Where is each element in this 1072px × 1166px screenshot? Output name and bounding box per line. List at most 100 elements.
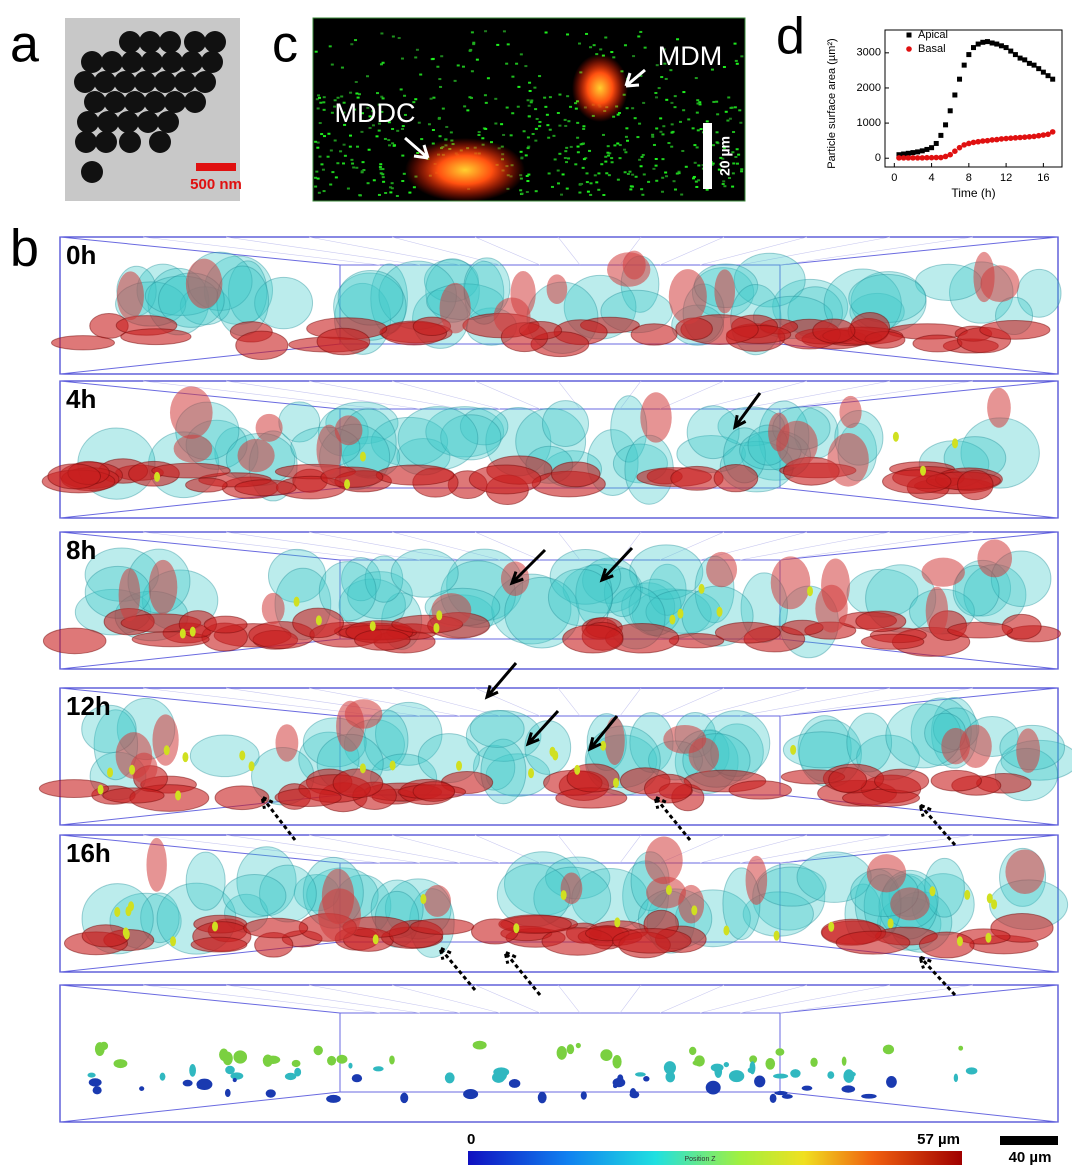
cell-blob: [510, 271, 535, 317]
green-signal: [670, 102, 673, 104]
particle-blob: [249, 761, 255, 771]
green-signal: [628, 171, 631, 173]
particle-blob: [183, 1080, 193, 1087]
green-signal: [567, 120, 570, 122]
green-signal: [398, 37, 401, 39]
green-signal: [358, 93, 361, 95]
green-signal: [350, 159, 353, 161]
green-signal: [680, 194, 683, 196]
green-signal: [546, 114, 549, 116]
cell-blob: [851, 312, 890, 342]
particle: [149, 131, 171, 153]
green-signal: [604, 161, 607, 163]
green-signal: [655, 158, 658, 160]
green-signal: [734, 156, 737, 158]
particle-blob: [456, 761, 462, 771]
data-point: [1022, 57, 1027, 62]
data-point: [938, 155, 944, 161]
green-signal: [361, 170, 364, 172]
green-signal: [625, 136, 628, 138]
green-signal: [322, 169, 325, 171]
green-signal: [343, 144, 346, 146]
x-tick-label: 16: [1037, 172, 1049, 184]
green-signal: [737, 154, 740, 156]
cell-blob: [607, 252, 650, 287]
green-signal: [607, 155, 610, 157]
green-signal: [420, 138, 423, 140]
particle-blob: [373, 934, 379, 944]
green-signal: [466, 109, 469, 111]
green-signal: [587, 191, 590, 193]
data-point: [962, 63, 967, 68]
green-signal: [317, 178, 320, 180]
green-signal: [623, 149, 626, 151]
particle-blob: [373, 1066, 384, 1071]
cell-blob: [919, 932, 974, 958]
green-signal: [659, 131, 662, 133]
green-signal: [692, 127, 695, 129]
green-signal: [327, 133, 330, 135]
green-signal: [403, 95, 406, 97]
green-signal: [641, 194, 644, 196]
green-signal: [438, 117, 441, 119]
particle-blob: [765, 1058, 775, 1070]
panel-label: c: [272, 16, 298, 74]
x-tick-label: 0: [891, 172, 897, 184]
cell-blob: [236, 331, 288, 359]
green-signal: [637, 35, 640, 37]
green-signal: [695, 77, 698, 79]
green-signal: [462, 66, 465, 68]
x-tick-label: 12: [1000, 172, 1012, 184]
green-signal: [725, 111, 728, 113]
green-signal: [600, 163, 603, 165]
green-signal: [566, 33, 569, 35]
green-signal: [418, 122, 421, 124]
green-signal: [469, 49, 472, 51]
data-point: [910, 150, 915, 155]
particle-blob: [285, 1073, 296, 1080]
green-signal: [567, 157, 570, 159]
particle-blob: [463, 1089, 478, 1099]
cell-blob: [472, 919, 519, 944]
green-signal: [655, 180, 658, 182]
data-point: [994, 42, 999, 47]
cell-blob: [613, 928, 692, 953]
green-signal: [520, 151, 523, 153]
green-signal: [626, 140, 629, 142]
particle-blob: [557, 1046, 567, 1060]
particle-blob: [827, 1071, 834, 1079]
particle-blob: [635, 1072, 646, 1076]
green-signal: [576, 137, 579, 139]
particle-blob: [613, 1084, 618, 1088]
green-signal: [642, 102, 645, 104]
particle-blob: [630, 1091, 640, 1098]
particle-blob: [473, 1041, 487, 1050]
green-signal: [655, 96, 658, 98]
cell-blob: [52, 336, 115, 350]
particle: [181, 51, 203, 73]
cell-blob: [481, 739, 526, 804]
green-signal: [697, 129, 700, 131]
cell-blob: [782, 620, 824, 635]
data-point: [915, 149, 920, 154]
green-signal: [351, 163, 354, 165]
green-signal: [319, 102, 322, 104]
green-signal: [432, 97, 435, 99]
green-signal: [530, 101, 533, 103]
green-signal: [317, 94, 320, 96]
particle-blob: [581, 1091, 587, 1099]
cell-blob: [729, 781, 791, 799]
green-signal: [589, 194, 592, 196]
particle-blob: [964, 890, 970, 900]
green-signal: [535, 128, 538, 130]
green-signal: [494, 98, 497, 100]
cell-blob: [875, 769, 929, 793]
particle-blob: [212, 921, 218, 931]
particle: [94, 71, 116, 93]
particle-blob: [617, 1074, 623, 1081]
green-signal: [494, 123, 497, 125]
cell-blob: [715, 622, 780, 643]
cell-blob: [958, 470, 994, 500]
green-signal: [629, 188, 632, 190]
y-tick-label: 3000: [857, 47, 881, 59]
